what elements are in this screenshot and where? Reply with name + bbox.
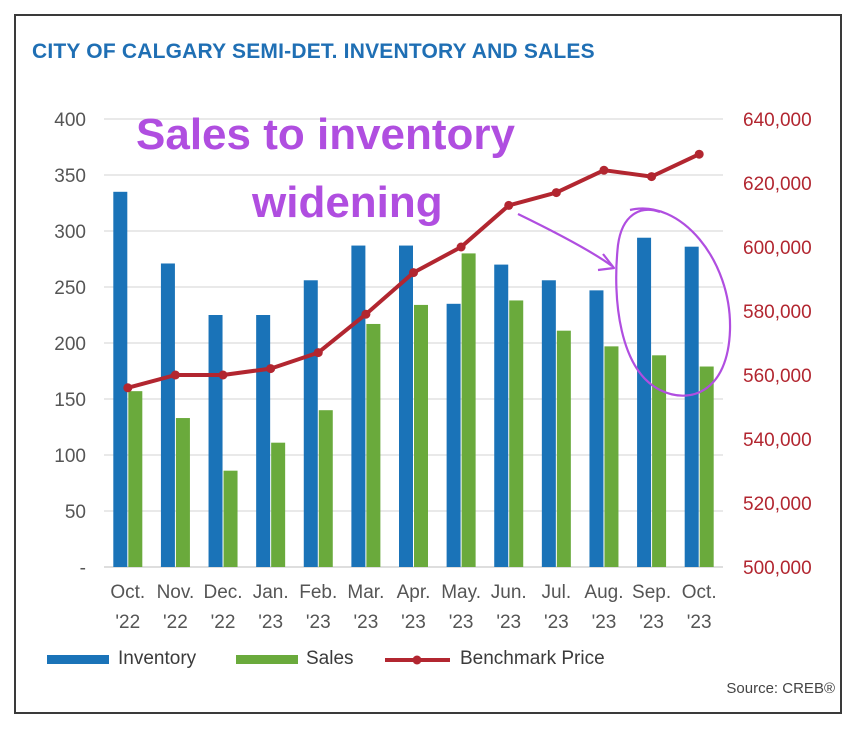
x-tick-label: '23 [354, 612, 379, 633]
benchmark-price-point [218, 370, 228, 380]
x-tick-label: Jun. [491, 582, 527, 603]
benchmark-price-point [647, 172, 657, 182]
bar-sales [318, 410, 333, 567]
bar-inventory [446, 303, 461, 567]
benchmark-price-point [599, 165, 609, 175]
legend-label-benchmark-price: Benchmark Price [460, 648, 605, 669]
bar-sales [366, 323, 381, 567]
x-tick-label: '23 [258, 612, 283, 633]
annotation-line-2: widening [252, 178, 443, 227]
x-tick-label: '22 [211, 612, 236, 633]
x-tick-label: '22 [115, 612, 140, 633]
y-right-tick-label: 580,000 [743, 302, 812, 323]
benchmark-price-point [551, 188, 561, 198]
y-left-tick-label: 250 [54, 278, 86, 299]
x-tick-label: Jan. [253, 582, 289, 603]
x-tick-label: Dec. [203, 582, 242, 603]
bar-sales [414, 304, 428, 567]
bar-inventory [589, 290, 604, 567]
bar-sales [699, 366, 714, 567]
y-left-tick-label: - [80, 558, 86, 579]
bar-sales [128, 391, 143, 567]
benchmark-price-point [123, 383, 133, 393]
bar-inventory [637, 237, 652, 567]
y-left-tick-label: 150 [54, 390, 86, 411]
bar-inventory [303, 280, 318, 567]
x-tick-label: '23 [687, 612, 712, 633]
y-right-tick-label: 500,000 [743, 558, 812, 579]
y-right-tick-label: 600,000 [743, 238, 812, 259]
x-tick-label: '23 [544, 612, 569, 633]
y-left-tick-label: 400 [54, 110, 86, 131]
bar-sales [652, 355, 667, 567]
bar-inventory [113, 191, 128, 568]
y-left-tick-label: 300 [54, 222, 86, 243]
x-tick-label: Mar. [347, 582, 384, 603]
x-tick-label: '23 [449, 612, 474, 633]
y-right-tick-label: 620,000 [743, 174, 812, 195]
x-tick-label: '23 [496, 612, 521, 633]
bar-inventory [256, 315, 271, 567]
bar-sales [556, 330, 571, 567]
bar-sales [223, 470, 238, 567]
legend-label-inventory: Inventory [118, 648, 197, 669]
y-left-tick-label: 350 [54, 166, 86, 187]
benchmark-price-point [313, 348, 323, 358]
bar-sales [604, 346, 619, 567]
x-tick-label: Sep. [632, 582, 671, 603]
y-right-tick-label: 520,000 [743, 494, 812, 515]
chart-title: CITY OF CALGARY SEMI-DET. INVENTORY AND … [32, 40, 595, 63]
bar-sales [175, 418, 190, 567]
annotation-circle [615, 207, 732, 397]
legend-swatch-benchmark-point [412, 655, 422, 665]
x-tick-label: '23 [306, 612, 331, 633]
bar-inventory [684, 246, 699, 567]
legend-label-sales: Sales [306, 648, 354, 669]
legend-swatch-inventory [47, 655, 109, 664]
bar-inventory [494, 264, 509, 567]
x-tick-label: '23 [592, 612, 617, 633]
benchmark-price-point [170, 370, 180, 380]
legend-swatch-sales [236, 655, 298, 664]
bar-sales [271, 442, 286, 567]
y-left-tick-label: 50 [65, 502, 86, 523]
x-tick-label: Oct. [110, 582, 145, 603]
bar-inventory [208, 315, 223, 567]
x-tick-label: May. [441, 582, 481, 603]
x-tick-label: Aug. [584, 582, 623, 603]
x-tick-label: '23 [401, 612, 426, 633]
y-right-tick-label: 540,000 [743, 430, 812, 451]
benchmark-price-point [266, 364, 276, 374]
benchmark-price-point [694, 149, 704, 159]
x-tick-label: Jul. [542, 582, 572, 603]
benchmark-price-point [504, 200, 514, 210]
y-left-tick-label: 200 [54, 334, 86, 355]
bar-sales [461, 253, 476, 567]
source-note: Source: CREB® [726, 680, 835, 697]
y-right-tick-label: 560,000 [743, 366, 812, 387]
benchmark-price-point [361, 309, 371, 319]
annotation-arrowhead [597, 253, 616, 272]
bar-inventory [541, 280, 556, 567]
annotation-arrow [517, 213, 613, 267]
y-left-tick-label: 100 [54, 446, 86, 467]
annotation-line-1: Sales to inventory [136, 110, 516, 159]
y-right-tick-label: 640,000 [743, 110, 812, 131]
x-tick-label: Feb. [299, 582, 337, 603]
bar-inventory [351, 245, 366, 567]
benchmark-price-point [456, 242, 466, 252]
x-tick-label: '23 [639, 612, 664, 633]
bar-inventory [399, 245, 413, 567]
bar-inventory [160, 263, 175, 567]
x-tick-label: '22 [163, 612, 188, 633]
bar-sales [509, 300, 524, 567]
x-tick-label: Apr. [397, 582, 431, 603]
benchmark-price-point [409, 268, 418, 278]
x-tick-label: Nov. [157, 582, 195, 603]
x-tick-label: Oct. [682, 582, 717, 603]
